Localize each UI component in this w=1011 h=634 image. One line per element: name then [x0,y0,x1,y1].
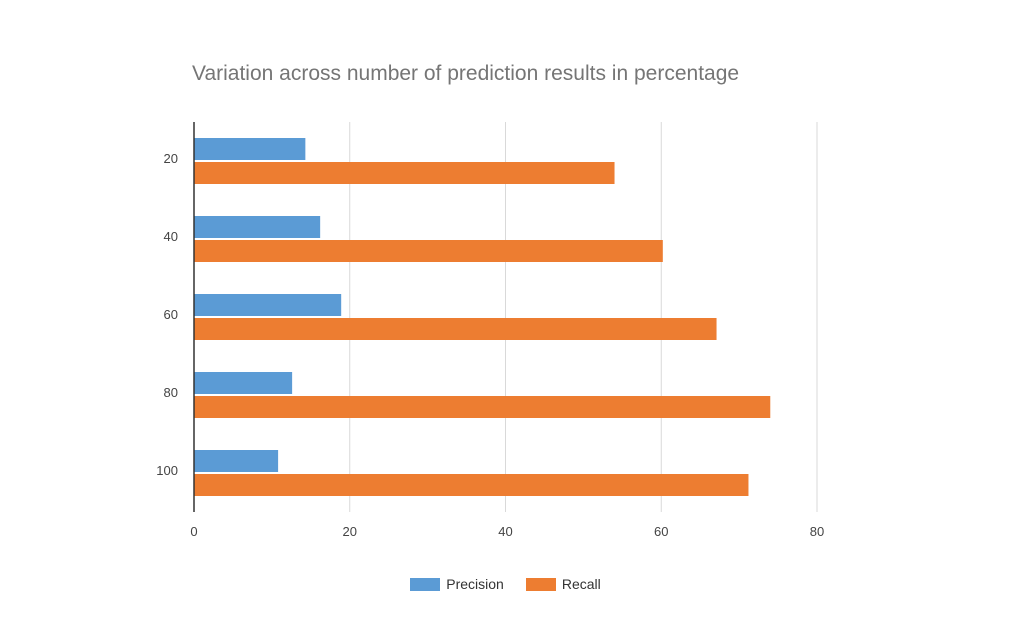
bar-precision-80 [194,372,293,394]
bar-precision-20 [194,138,306,160]
y-tick-label-100: 100 [156,463,178,478]
x-tick-label-40: 40 [498,524,512,539]
legend-swatch-precision [410,577,441,591]
x-tick-label-80: 80 [810,524,824,539]
bar-recall-20 [194,162,615,184]
chart-title: Variation across number of prediction re… [192,62,740,85]
bar-precision-100 [194,450,279,472]
bar-recall-80 [194,396,771,418]
bar-precision-60 [194,294,342,316]
bar-recall-60 [194,318,717,340]
bar-precision-40 [194,216,321,238]
x-tick-label-20: 20 [343,524,357,539]
y-tick-label-20: 20 [164,151,178,166]
legend-swatch-recall [525,577,556,591]
y-tick-label-60: 60 [164,307,178,322]
legend-item-recall[interactable]: Recall [525,576,601,592]
x-tick-label-60: 60 [654,524,668,539]
bar-recall-100 [194,474,749,496]
legend: Precision Recall [0,576,1011,592]
legend-label-precision: Precision [446,576,504,592]
legend-label-recall: Recall [561,576,601,592]
y-tick-label-80: 80 [164,385,178,400]
bar-recall-40 [194,240,663,262]
x-tick-label-0: 0 [190,524,197,539]
y-tick-label-40: 40 [164,229,178,244]
legend-item-precision[interactable]: Precision [410,576,504,592]
